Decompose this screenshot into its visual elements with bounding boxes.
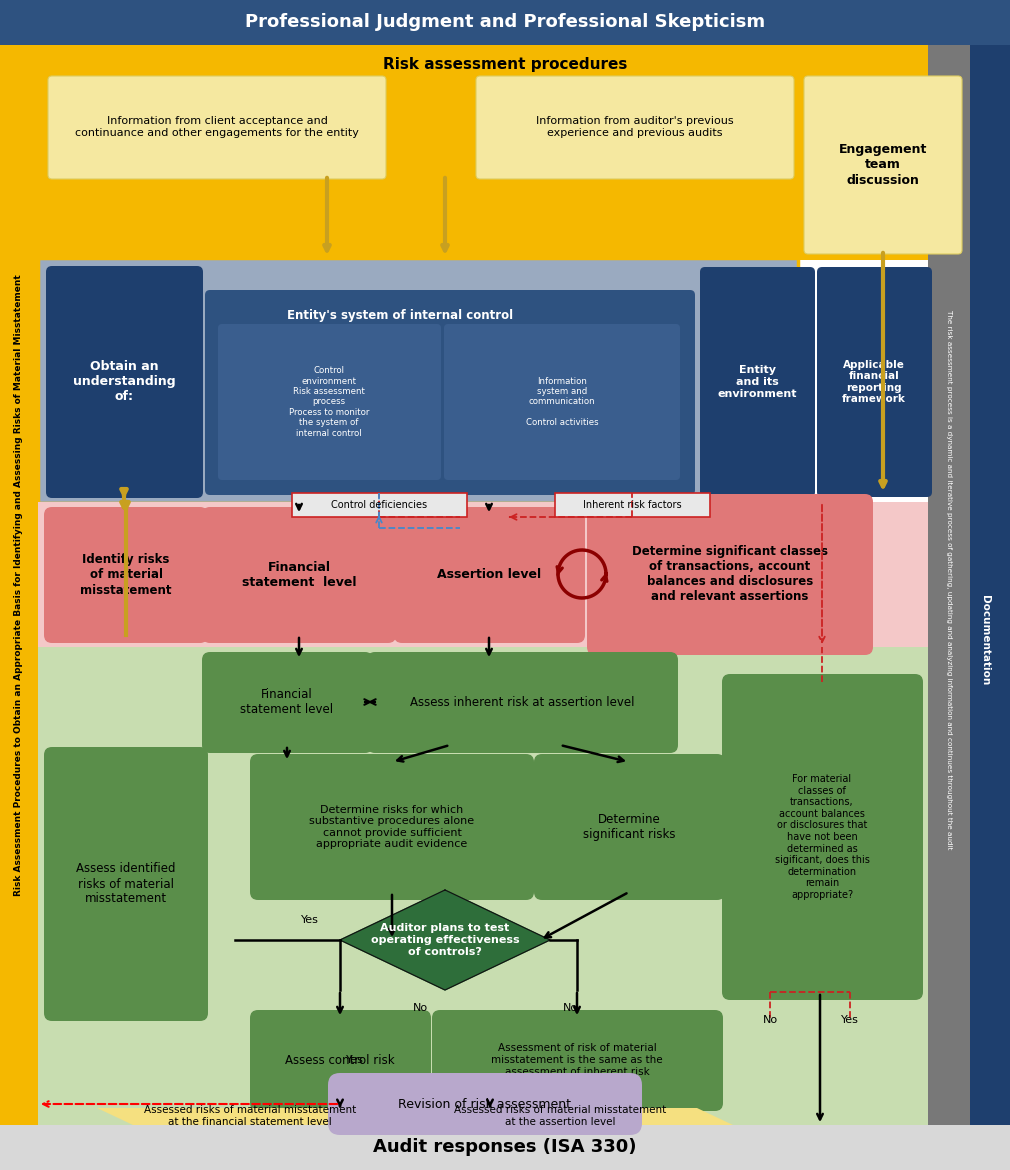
FancyBboxPatch shape — [218, 324, 441, 480]
Polygon shape — [340, 890, 550, 990]
Text: Assessment of risk of material
misstatement is the same as the
assessment of inh: Assessment of risk of material misstatem… — [491, 1044, 663, 1076]
FancyBboxPatch shape — [202, 652, 373, 753]
Text: Entity
and its
environment: Entity and its environment — [717, 365, 797, 399]
Text: Yes: Yes — [346, 1055, 364, 1065]
FancyBboxPatch shape — [394, 507, 585, 644]
FancyBboxPatch shape — [250, 1010, 431, 1112]
FancyBboxPatch shape — [48, 76, 386, 179]
FancyBboxPatch shape — [44, 507, 208, 644]
Text: Risk assessment procedures: Risk assessment procedures — [383, 57, 627, 73]
Text: For material
classes of
transactions,
account balances
or disclosures that
have : For material classes of transactions, ac… — [775, 775, 870, 900]
FancyBboxPatch shape — [700, 267, 815, 497]
FancyBboxPatch shape — [202, 507, 396, 644]
FancyBboxPatch shape — [46, 266, 203, 498]
Text: Assess control risk: Assess control risk — [285, 1053, 395, 1067]
Text: Assess identified
risks of material
misstatement: Assess identified risks of material miss… — [76, 862, 176, 906]
Text: Auditor plans to test
operating effectiveness
of controls?: Auditor plans to test operating effectiv… — [371, 923, 519, 957]
Bar — [38, 647, 930, 1126]
Bar — [0, 0, 1010, 44]
Text: Assertion level: Assertion level — [437, 569, 541, 581]
FancyBboxPatch shape — [476, 76, 794, 179]
Text: Information
system and
communication

Control activities: Information system and communication Con… — [525, 377, 598, 427]
Text: Assessed risks of material misstatement
at the financial statement level: Assessed risks of material misstatement … — [143, 1106, 357, 1127]
Text: Documentation: Documentation — [980, 594, 990, 686]
Polygon shape — [387, 1108, 733, 1126]
FancyBboxPatch shape — [444, 324, 680, 480]
Bar — [38, 44, 930, 260]
Text: No: No — [563, 1003, 578, 1013]
Bar — [970, 44, 1010, 1126]
Text: Assess inherent risk at assertion level: Assess inherent risk at assertion level — [410, 695, 634, 709]
Bar — [292, 493, 467, 517]
Text: Yes: Yes — [841, 1016, 858, 1025]
FancyBboxPatch shape — [328, 1073, 642, 1135]
Text: Determine
significant risks: Determine significant risks — [583, 813, 676, 841]
Text: Entity's system of internal control: Entity's system of internal control — [287, 309, 513, 322]
Text: The risk assessment process is a dynamic and iterative process of gathering, upd: The risk assessment process is a dynamic… — [946, 310, 952, 849]
FancyBboxPatch shape — [722, 674, 923, 1000]
Bar — [38, 502, 930, 647]
FancyBboxPatch shape — [205, 290, 695, 495]
Polygon shape — [97, 1108, 403, 1126]
Text: Financial
statement level: Financial statement level — [240, 688, 333, 716]
Text: Determine significant classes
of transactions, account
balances and disclosures
: Determine significant classes of transac… — [632, 545, 828, 603]
FancyBboxPatch shape — [587, 494, 873, 655]
Text: Assessed risks of material misstatement
at the assertion level: Assessed risks of material misstatement … — [453, 1106, 667, 1127]
Text: Information from client acceptance and
continuance and other engagements for the: Information from client acceptance and c… — [75, 116, 359, 138]
Text: Identify risks
of material
misstatement: Identify risks of material misstatement — [80, 553, 172, 597]
Text: Revision of risk assessment: Revision of risk assessment — [399, 1097, 572, 1110]
Bar — [38, 259, 798, 503]
Text: Control deficiencies: Control deficiencies — [331, 500, 427, 510]
FancyBboxPatch shape — [44, 746, 208, 1021]
Text: Audit responses (ISA 330): Audit responses (ISA 330) — [374, 1138, 636, 1156]
FancyBboxPatch shape — [534, 753, 725, 900]
Text: Professional Judgment and Professional Skepticism: Professional Judgment and Professional S… — [245, 13, 765, 30]
Text: Inherent risk factors: Inherent risk factors — [583, 500, 682, 510]
Text: Information from auditor's previous
experience and previous audits: Information from auditor's previous expe… — [536, 116, 734, 138]
FancyBboxPatch shape — [804, 76, 962, 254]
Bar — [928, 44, 970, 1126]
Text: Risk Assessment Procedures to Obtain an Appropriate Basis for Identifying and As: Risk Assessment Procedures to Obtain an … — [14, 274, 23, 896]
FancyBboxPatch shape — [432, 1010, 723, 1112]
Text: Yes: Yes — [301, 915, 319, 925]
Text: Financial
statement  level: Financial statement level — [241, 560, 357, 589]
FancyBboxPatch shape — [367, 652, 678, 753]
Text: Control
environment
Risk assessment
process
Process to monitor
the system of
int: Control environment Risk assessment proc… — [289, 366, 370, 438]
Text: Engagement
team
discussion: Engagement team discussion — [839, 144, 927, 186]
Bar — [0, 44, 38, 1126]
Text: Applicable
financial
reporting
framework: Applicable financial reporting framework — [842, 359, 906, 405]
Text: Determine risks for which
substantive procedures alone
cannot provide sufficient: Determine risks for which substantive pr… — [309, 805, 475, 849]
Bar — [556, 493, 710, 517]
Bar — [0, 1126, 1010, 1170]
Text: No: No — [412, 1003, 427, 1013]
Text: No: No — [763, 1016, 778, 1025]
FancyBboxPatch shape — [250, 753, 534, 900]
Text: Obtain an
understanding
of:: Obtain an understanding of: — [73, 360, 176, 404]
FancyBboxPatch shape — [817, 267, 932, 497]
